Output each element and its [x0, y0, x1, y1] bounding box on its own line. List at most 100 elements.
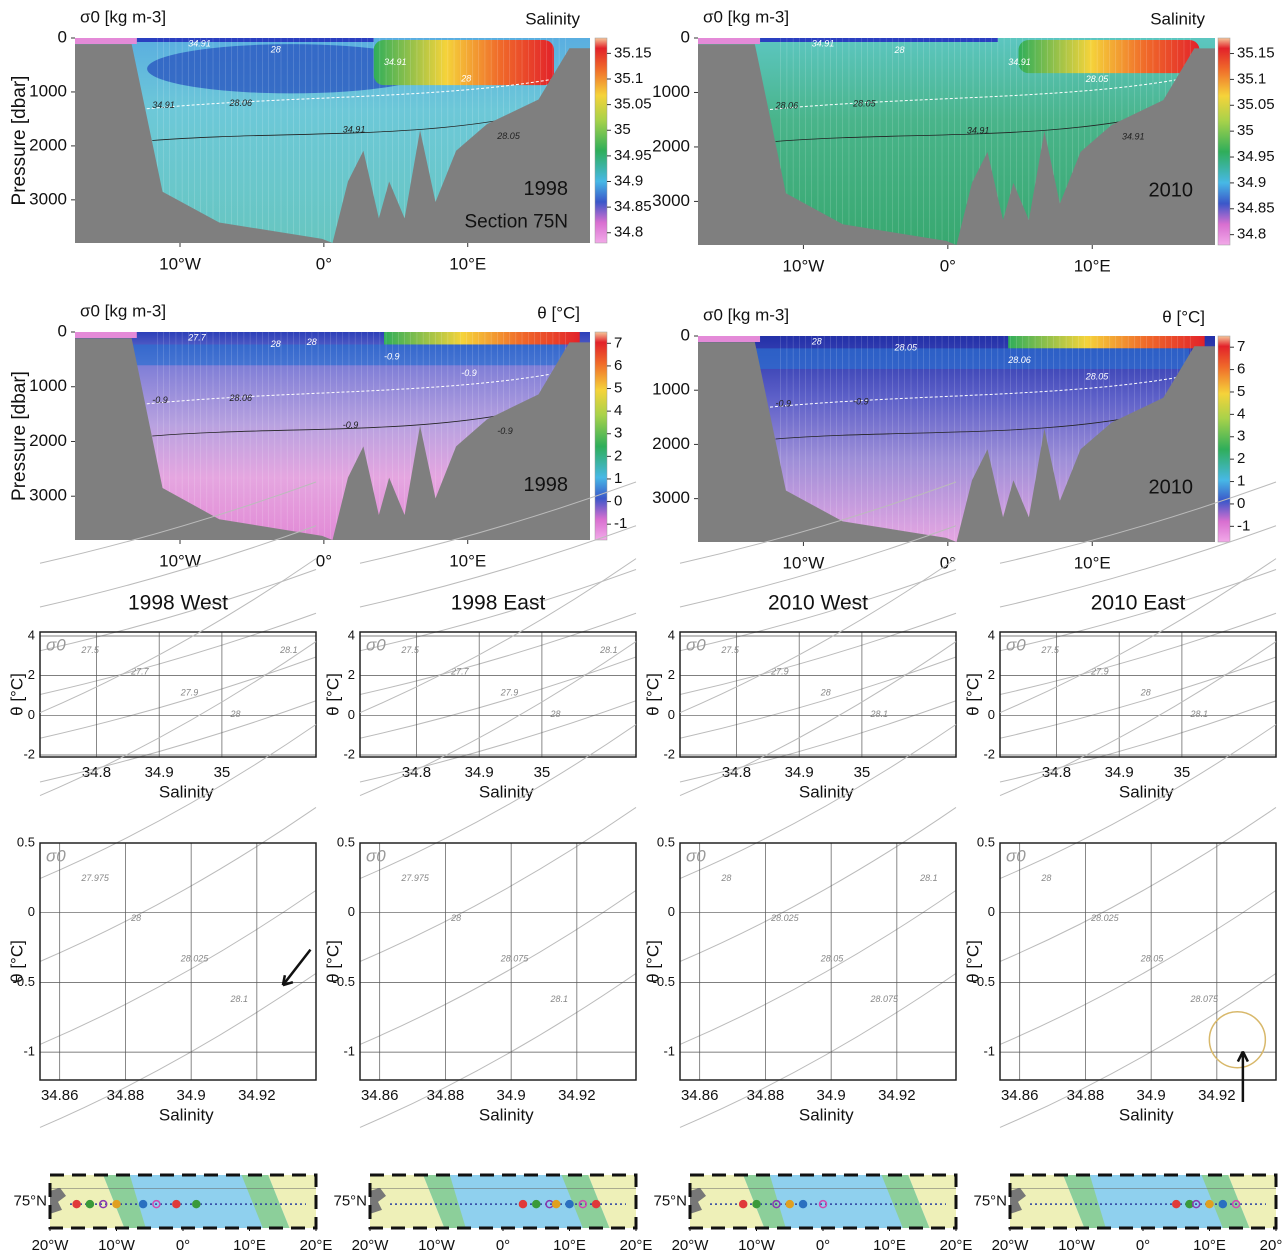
y-tick-label: 0 — [348, 707, 355, 722]
station-marker — [532, 1199, 541, 1209]
sigma-label: σ0 — [686, 635, 706, 654]
isopycnal-label: 27.5 — [80, 645, 100, 655]
isopycnal — [679, 889, 957, 1045]
y-tick-label: -2 — [663, 746, 675, 761]
isopycnal-label: 27.9 — [180, 688, 199, 698]
station-marker — [798, 1199, 808, 1209]
station-marker — [1191, 1199, 1201, 1209]
colorbar — [594, 37, 608, 244]
surface-layer — [126, 344, 565, 366]
x-tick-label: 10°E — [873, 1237, 906, 1254]
isopycnal — [679, 724, 957, 880]
isopycnal-label: 28 — [1140, 688, 1151, 698]
station-marker — [98, 1199, 108, 1209]
contour-label: 34.91 — [343, 125, 366, 135]
colorbar-label: 34.8 — [1237, 226, 1266, 243]
contour-label: -0.9 — [343, 420, 359, 430]
y-tick-label: 2 — [988, 667, 995, 682]
isopycnal-label: 28.025 — [1090, 913, 1120, 923]
x-tick-label: 10°W — [738, 1237, 776, 1254]
station-marker — [138, 1199, 148, 1209]
station-marker — [752, 1199, 761, 1209]
warm-layer — [384, 332, 580, 345]
isopycnal-label: 27.5 — [720, 645, 740, 655]
isopycnal — [679, 700, 957, 783]
isopycnal — [679, 612, 957, 695]
isopycnal — [39, 481, 317, 564]
y-tick-label: 2 — [28, 667, 35, 682]
frame — [359, 842, 637, 1081]
colorbar-label: 0 — [1237, 495, 1245, 512]
y-tick-label: 0 — [681, 27, 690, 46]
contour-label: 28.05 — [496, 131, 521, 141]
x-tick-label: 34.92 — [878, 1087, 916, 1104]
isopycnal — [39, 724, 317, 880]
y-tick-label: 3000 — [652, 488, 690, 507]
isopycnal-label: 27.9 — [500, 688, 519, 698]
isopycnal — [999, 972, 1277, 1128]
y-tick-label: 2000 — [652, 434, 690, 453]
land — [690, 1187, 706, 1214]
y-tick-label: 3000 — [29, 189, 67, 208]
isopycnal — [679, 481, 957, 564]
isopycnal — [359, 972, 637, 1128]
isopycnal — [999, 724, 1277, 880]
x-tick-label: 20°W — [32, 1237, 70, 1254]
surface-layer — [749, 348, 1190, 369]
colorbar-label: 7 — [1237, 338, 1245, 355]
x-tick-label: 10°W — [159, 254, 201, 273]
contour-label: 28.05 — [1085, 372, 1110, 382]
contour-label: 34.91 — [384, 57, 407, 67]
station-marker — [818, 1199, 828, 1209]
x-tick-label: 20°W — [992, 1237, 1030, 1254]
y-tick-label: 0.5 — [977, 834, 995, 849]
warm-layer — [1018, 40, 1200, 74]
x-tick-label: 0° — [1136, 1237, 1150, 1254]
station-marker — [738, 1199, 748, 1209]
contour-label: 28 — [460, 73, 471, 83]
warm-layer — [373, 40, 554, 86]
contour-label: 28 — [270, 339, 281, 349]
x-tick-label: 34.88 — [107, 1087, 145, 1104]
year-label: 1998 — [524, 474, 569, 496]
colorbar-label: 34.95 — [614, 147, 652, 164]
arrow — [1236, 1051, 1249, 1102]
isopycnal — [39, 612, 317, 695]
isopycnal-label: 27.7 — [130, 666, 150, 676]
sigma-label: σ0 — [366, 635, 386, 654]
x-tick-label: 10°W — [418, 1237, 456, 1254]
station-marker — [1205, 1199, 1214, 1209]
isopycnal-label: 28.075 — [1189, 994, 1219, 1004]
station-marker — [172, 1199, 181, 1209]
bathymetry — [698, 342, 1215, 542]
y-axis-label: θ [°C] — [7, 673, 26, 716]
isopycnal-label: 28 — [229, 709, 240, 719]
x-tick-label: 20°W — [672, 1237, 710, 1254]
colorbar — [594, 331, 608, 541]
isopycnal — [999, 525, 1277, 608]
x-tick-label: 34.86 — [41, 1087, 79, 1104]
y-axis-label: θ [°C] — [323, 673, 342, 716]
y-tick-label: 1000 — [29, 81, 67, 100]
isopycnal — [39, 700, 317, 783]
isopycnal — [999, 558, 1277, 714]
x-tick-label: 34.8 — [1042, 764, 1071, 781]
plot-area — [1000, 632, 1276, 757]
x-tick-label: 20°W — [352, 1237, 390, 1254]
colorbar-label: 3 — [1237, 428, 1245, 445]
isopycnal — [999, 481, 1277, 564]
contour-label: 28.05 — [1085, 74, 1110, 84]
isopycnal — [359, 889, 637, 1045]
contour-label: 34.91 — [1122, 132, 1145, 142]
isopycnal — [39, 641, 317, 797]
isopycnal — [999, 889, 1277, 1045]
colorbar-label: 34.95 — [1237, 148, 1275, 165]
isopycnal-label: 28 — [1040, 873, 1051, 883]
frame — [679, 631, 957, 758]
x-axis-label: Salinity — [159, 782, 214, 801]
x-tick-label: 35 — [534, 764, 551, 781]
y-axis-label: θ [°C] — [643, 940, 662, 983]
y-tick-label: -2 — [343, 746, 355, 761]
contour-label: 28.06 — [775, 101, 799, 111]
